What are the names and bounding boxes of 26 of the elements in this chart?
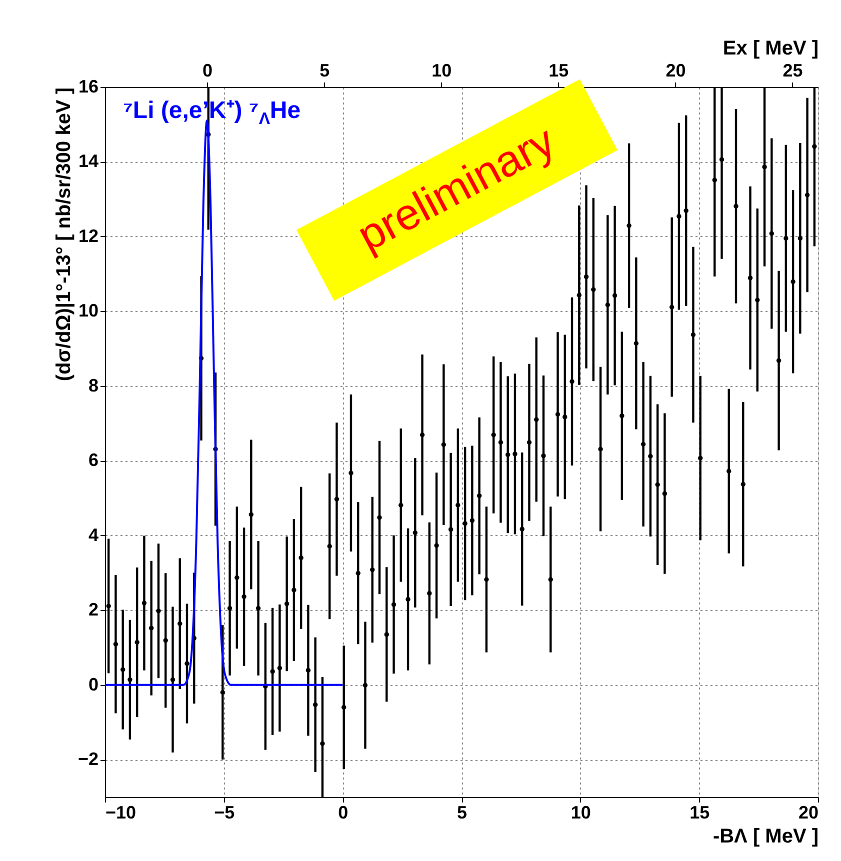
x-tick-label: 10 <box>570 802 591 822</box>
y-tick-label: 8 <box>88 375 98 396</box>
y-tick-label: 10 <box>78 300 98 321</box>
y-tick-label: 0 <box>88 674 98 694</box>
y-tick-label: 2 <box>88 600 98 620</box>
y-tick-label: 6 <box>88 450 98 470</box>
y-tick-label: 12 <box>78 226 98 246</box>
x-tick-label: −5 <box>214 802 235 822</box>
y-axis-title: (dσ/dΩ)|1°-13° [ nb/sr/300 keV ] <box>52 88 75 382</box>
y-tick-label: 16 <box>78 76 98 96</box>
x2-tick-label: 5 <box>320 60 330 80</box>
x-axis-title: -BΛ [ MeV ] <box>712 826 818 848</box>
x2-tick-label: 10 <box>432 60 452 80</box>
x-tick-label: 5 <box>456 802 468 822</box>
y-tick-label: 14 <box>78 151 98 172</box>
x2-tick-label: 0 <box>202 60 213 80</box>
x2-tick-label: 20 <box>666 60 686 80</box>
y-tick-label: 4 <box>88 524 98 545</box>
y-tick-label: −2 <box>78 749 98 770</box>
x-tick-label: 20 <box>798 802 818 822</box>
x2-tick-label: 25 <box>782 60 803 80</box>
x2-tick-label: 15 <box>548 60 569 80</box>
x-tick-label: 0 <box>338 802 348 822</box>
x-tick-label: −10 <box>106 802 136 822</box>
x2-axis-title: Ex [ MeV ] <box>722 38 818 60</box>
x-tick-label: 15 <box>690 802 710 822</box>
